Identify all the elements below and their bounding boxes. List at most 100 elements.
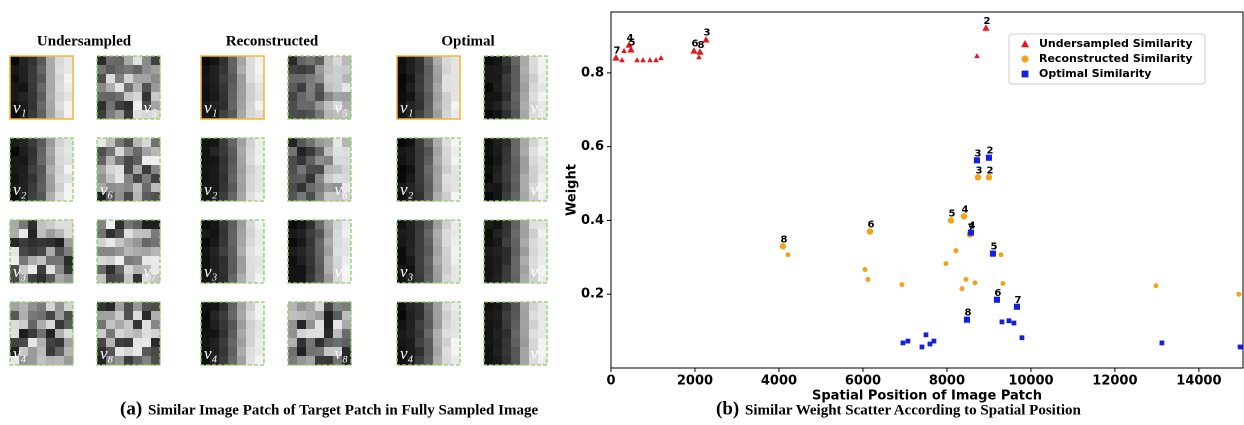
pixel [124,165,133,174]
pixel [297,138,306,147]
pixel [397,238,406,247]
patch-label: v₄ [204,344,218,363]
pixel [433,220,442,229]
pixel [297,101,306,110]
pixel [142,56,151,65]
pixel [64,247,73,256]
pixel [37,83,46,92]
pixel [442,338,451,347]
pixel [219,256,228,265]
pixel [442,101,451,110]
pixel [451,138,460,147]
pixel [37,229,46,238]
pixel [415,229,424,238]
pixel [115,356,124,365]
patch-label: v₅ [335,98,349,117]
pixel [406,247,415,256]
pixel [406,238,415,247]
pixel [151,356,160,365]
pixel [502,83,511,92]
pixel [502,338,511,347]
pixel [115,347,124,356]
pixel [133,65,142,74]
pixel [442,183,451,192]
pixel [288,74,297,83]
pixel [306,156,315,165]
pixel [246,338,255,347]
x-tick-label: 10000 [1008,374,1053,389]
pixel [115,65,124,74]
pixel [133,83,142,92]
pixel [538,220,547,229]
pixel [228,183,237,192]
pixel [333,320,342,329]
pixel [424,356,433,365]
pixel [142,302,151,311]
pixel [451,329,460,338]
pixel [424,302,433,311]
pixel [315,265,324,274]
pixel [115,147,124,156]
pixel [297,192,306,201]
pixel [324,229,333,238]
pixel [511,265,520,274]
pixel [246,265,255,274]
pixel [46,174,55,183]
pixel [288,101,297,110]
pixel [424,311,433,320]
pixel [297,347,306,356]
pixel [55,147,64,156]
pixel [333,247,342,256]
pixel [406,156,415,165]
pixel [210,229,219,238]
pixel [484,220,493,229]
y-tick-label: 0.2 [581,287,604,302]
pixel [288,347,297,356]
pixel [255,356,264,365]
pixel [324,338,333,347]
pixel [133,311,142,320]
pixel [133,320,142,329]
pixel [306,83,315,92]
pixel [246,156,255,165]
pixel [246,320,255,329]
pixel [406,302,415,311]
pixel [484,347,493,356]
pixel [55,329,64,338]
pixel [237,238,246,247]
pixel [151,174,160,183]
pixel [306,220,315,229]
square-marker [1000,320,1005,325]
legend-label: Reconstructed Similarity [1039,52,1193,65]
pixel [64,229,73,238]
pixel [502,74,511,83]
x-tick-label: 8000 [929,374,965,389]
figure-canvas: Undersampledv₁v₅v₂v₆v₃v₇v₄v₈Reconstructe… [0,0,1244,425]
pixel [219,320,228,329]
pixel [315,311,324,320]
pixel [255,274,264,283]
pixel [415,83,424,92]
pixel [55,83,64,92]
pixel [520,101,529,110]
pixel [237,311,246,320]
pixel [511,74,520,83]
pixel [237,138,246,147]
pixel [529,302,538,311]
pixel [502,65,511,74]
pixel [46,265,55,274]
pixel [511,356,520,365]
pixel [246,192,255,201]
pixel [297,92,306,101]
square-marker [906,339,911,344]
pixel [511,192,520,201]
pixel [46,347,55,356]
pixel [133,247,142,256]
pixel [106,302,115,311]
pixel [124,192,133,201]
pixel [228,247,237,256]
pixel [28,74,37,83]
pixel [237,229,246,238]
pixel [397,302,406,311]
pixel [97,92,106,101]
